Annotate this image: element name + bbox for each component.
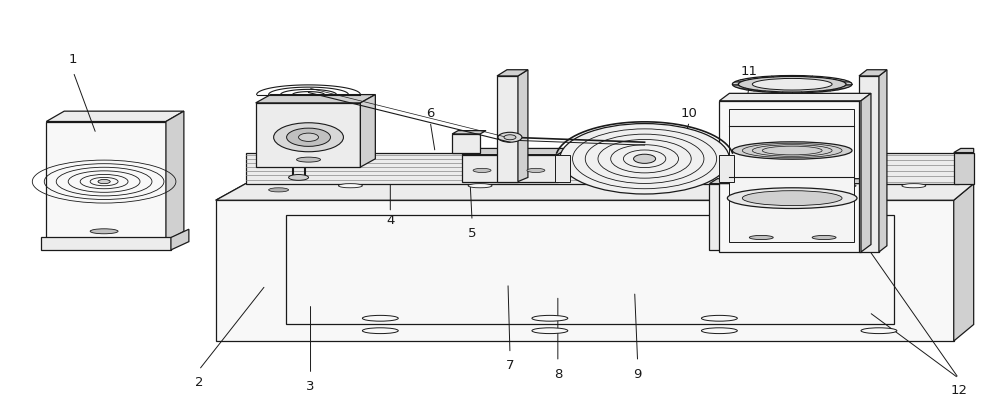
Polygon shape [861,93,871,252]
Polygon shape [719,93,871,101]
Polygon shape [246,153,784,183]
Polygon shape [360,95,375,167]
Ellipse shape [289,175,309,180]
Polygon shape [171,229,189,250]
Text: 11: 11 [741,65,758,78]
Ellipse shape [812,236,836,240]
Ellipse shape [297,157,320,162]
Ellipse shape [98,179,110,183]
Text: 2: 2 [195,376,203,389]
Ellipse shape [742,191,842,206]
Polygon shape [719,101,861,252]
Polygon shape [216,200,954,341]
Ellipse shape [727,188,857,208]
Polygon shape [452,134,480,153]
Ellipse shape [749,236,773,240]
Polygon shape [46,111,184,121]
Ellipse shape [598,183,622,188]
Polygon shape [452,131,486,134]
Polygon shape [859,70,887,76]
Polygon shape [166,111,184,241]
Polygon shape [719,155,734,181]
Polygon shape [216,183,974,200]
Polygon shape [859,76,879,252]
Ellipse shape [504,135,516,140]
Polygon shape [497,70,528,76]
Polygon shape [462,148,568,155]
Polygon shape [879,70,887,252]
Polygon shape [518,70,528,181]
Text: 4: 4 [386,214,394,227]
Polygon shape [954,183,974,341]
Ellipse shape [338,183,362,188]
Text: 1: 1 [69,53,77,66]
Ellipse shape [473,168,491,173]
Ellipse shape [287,128,330,146]
Ellipse shape [90,229,118,234]
Text: 7: 7 [506,359,514,372]
Ellipse shape [269,188,289,192]
Polygon shape [709,183,874,250]
Text: 10: 10 [681,107,698,120]
Ellipse shape [738,76,846,92]
Polygon shape [954,153,974,183]
Text: 12: 12 [950,384,967,397]
Text: 6: 6 [426,107,434,120]
Ellipse shape [701,315,737,321]
Polygon shape [46,121,166,241]
Polygon shape [709,178,882,183]
Ellipse shape [532,315,568,321]
Polygon shape [497,76,518,181]
Polygon shape [256,95,375,103]
Ellipse shape [902,183,926,188]
Ellipse shape [274,123,343,152]
Text: 5: 5 [468,227,476,240]
Ellipse shape [634,154,656,163]
Polygon shape [789,153,959,183]
Ellipse shape [560,123,729,194]
Polygon shape [729,109,854,241]
Polygon shape [874,178,882,250]
Ellipse shape [362,315,398,321]
Ellipse shape [299,133,319,141]
Ellipse shape [732,142,852,159]
Text: 8: 8 [554,368,562,381]
Ellipse shape [527,168,545,173]
Ellipse shape [701,328,737,334]
Text: 9: 9 [633,368,642,381]
Ellipse shape [832,183,856,188]
Ellipse shape [861,328,897,334]
Polygon shape [462,155,558,181]
Ellipse shape [468,183,492,188]
Polygon shape [216,183,974,200]
Polygon shape [558,148,568,181]
Polygon shape [286,215,894,324]
Polygon shape [41,238,171,250]
Ellipse shape [362,328,398,334]
Ellipse shape [498,132,522,142]
Ellipse shape [752,78,832,90]
Polygon shape [256,103,360,167]
Ellipse shape [532,328,568,334]
Polygon shape [954,148,974,153]
Text: 3: 3 [306,380,315,393]
Polygon shape [555,155,570,181]
